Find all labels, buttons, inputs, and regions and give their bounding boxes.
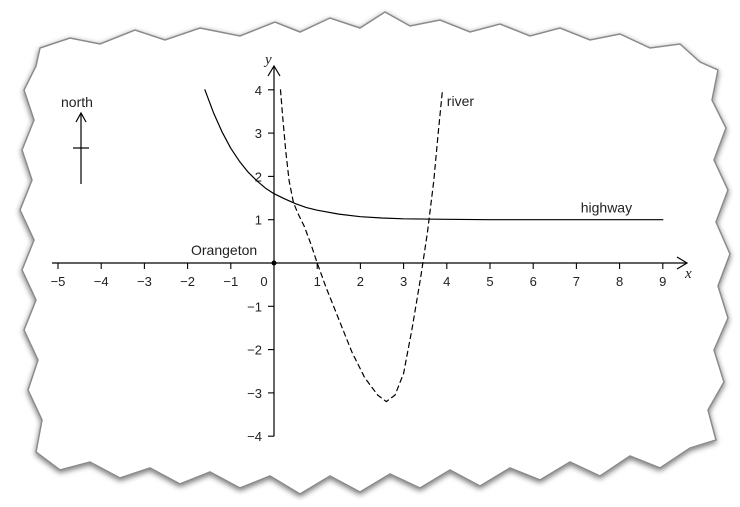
x-tick-label: 4 [443, 274, 450, 289]
y-tick-label: −1 [247, 299, 262, 314]
north-arrow-icon [75, 111, 87, 123]
axes: −5 −4 −3 −2 −1 0 1 2 3 4 5 6 7 8 9 −4 −3 −2 −1 1 2 3 4 x y [51, 52, 692, 444]
x-tick-label: 0 [260, 274, 267, 289]
x-tick-label: 6 [530, 274, 537, 289]
y-tick-label: 3 [255, 126, 262, 141]
x-tick-label: 2 [357, 274, 364, 289]
torn-paper [19, 11, 731, 495]
origin-label: Orangeton [191, 242, 257, 258]
series-river-label: river [447, 93, 475, 109]
y-tick-label: −3 [247, 386, 262, 401]
y-ticks: −4 −3 −2 −1 1 2 3 4 [247, 83, 274, 444]
series-river-line [279, 89, 444, 403]
north-compass: north [61, 94, 93, 184]
x-tick-label: 8 [616, 274, 623, 289]
x-tick-label: −4 [94, 274, 109, 289]
y-tick-label: 1 [255, 213, 262, 228]
x-tick-label: −1 [223, 274, 238, 289]
x-tick-label: 3 [400, 274, 407, 289]
series-highway-line [204, 89, 664, 221]
x-ticks: −5 −4 −3 −2 −1 0 1 2 3 4 5 6 7 8 9 [51, 263, 666, 289]
y-tick-label: 4 [255, 83, 262, 98]
y-axis-arrowhead [267, 64, 281, 77]
x-tick-label: 9 [659, 274, 666, 289]
y-tick-label: 2 [255, 169, 262, 184]
origin-point [271, 260, 277, 266]
compass-label: north [61, 94, 93, 110]
x-tick-label: 1 [314, 274, 321, 289]
x-tick-label: 5 [486, 274, 493, 289]
y-tick-label: −4 [247, 429, 262, 444]
x-axis-label: x [684, 266, 692, 282]
y-tick-label: −2 [247, 343, 262, 358]
y-axis-label: y [263, 52, 272, 68]
x-tick-label: 7 [573, 274, 580, 289]
x-axis-arrowhead [676, 256, 689, 270]
x-tick-label: −2 [180, 274, 195, 289]
x-tick-label: −5 [51, 274, 66, 289]
series-highway-label: highway [581, 199, 632, 215]
series-layer: highway river [204, 89, 664, 403]
x-tick-label: −3 [137, 274, 152, 289]
